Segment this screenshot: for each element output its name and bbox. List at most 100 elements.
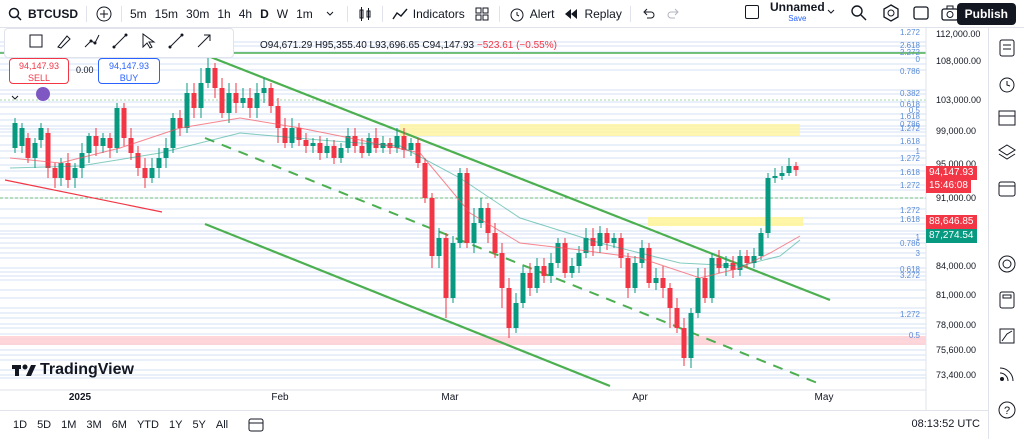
candles-icon [356, 5, 374, 23]
data-source-icon[interactable] [36, 87, 50, 101]
tradingview-logo: TradingView [12, 361, 134, 379]
indicators-button[interactable]: Indicators [387, 3, 469, 25]
collapse-legend-button[interactable] [10, 90, 20, 108]
line-tool-icon[interactable] [167, 32, 185, 55]
buy-price: 94,147.93 [108, 61, 150, 71]
range-ytd[interactable]: YTD [136, 419, 159, 431]
fib-label: 1.618 [900, 137, 921, 146]
ma-fast-tag: 88,646.85 [926, 215, 977, 229]
interval-d[interactable]: D [260, 6, 269, 21]
range-5y[interactable]: 5Y [192, 419, 206, 431]
calendar-icon [248, 418, 264, 431]
candle-body [12, 123, 18, 148]
price-tick: 81,000.00 [936, 290, 976, 300]
range-3m[interactable]: 3M [86, 419, 102, 431]
watchlist-button[interactable] [997, 38, 1017, 58]
range-1d[interactable]: 1D [13, 419, 28, 431]
chart-type-button[interactable] [352, 3, 378, 25]
candle-body [114, 108, 120, 148]
candle-body [128, 138, 134, 153]
top-toolbar: BTCUSD 5m 15m 30m 1h 4h D W 1m Indicator… [0, 0, 1024, 28]
price-chart[interactable]: 112,000.00 108,000.00 103,000.00 99,000.00 9… [0, 28, 988, 410]
settings-button[interactable] [882, 4, 900, 25]
alert-button[interactable]: Alert [504, 3, 559, 25]
path-tool-icon[interactable] [83, 32, 101, 55]
alerts-button[interactable] [997, 74, 1017, 94]
target-button[interactable] [997, 254, 1017, 274]
candle-body [359, 146, 365, 153]
calendar-icon [998, 181, 1016, 197]
candle-body [667, 288, 673, 308]
layout-name-button[interactable]: Unnamed Save [770, 1, 825, 24]
candle-body [226, 93, 232, 113]
undo-icon [639, 5, 657, 23]
fullscreen-button[interactable] [912, 4, 930, 25]
interval-1h[interactable]: 1h [217, 6, 231, 21]
arrow-tool-icon[interactable] [195, 32, 213, 55]
buy-button[interactable]: 94,147.93 BUY [98, 58, 160, 84]
support-zone [648, 217, 803, 226]
ma-slow-line [9, 132, 801, 267]
pine-button[interactable] [997, 326, 1017, 346]
interval-5m[interactable]: 5m [130, 6, 147, 21]
range-1m[interactable]: 1M [61, 419, 77, 431]
goto-date-button[interactable] [247, 415, 265, 436]
trend-line-tool-icon[interactable] [111, 32, 129, 55]
interval-4h[interactable]: 4h [238, 6, 253, 21]
interval-1m[interactable]: 1m [296, 6, 313, 21]
calculator-button[interactable] [997, 290, 1017, 310]
replay-button[interactable]: Replay [558, 3, 625, 25]
candle-body [338, 148, 344, 158]
broadcast-icon [999, 367, 1014, 382]
candle-body [730, 263, 736, 270]
compare-button[interactable] [91, 3, 117, 25]
layers-button[interactable] [997, 142, 1017, 162]
fib-label: 0.786 [900, 67, 921, 76]
current-price: 94,147.93 [929, 167, 974, 178]
clock[interactable]: 08:13:52 UTC [911, 418, 980, 430]
range-6m[interactable]: 6M [111, 419, 127, 431]
quick-search-button[interactable] [850, 4, 868, 25]
price-tick: 108,000.00 [936, 56, 981, 66]
range-5d[interactable]: 5D [37, 419, 52, 431]
stream-button[interactable] [997, 364, 1017, 384]
candle-body [590, 238, 596, 246]
price-tick: 103,000.00 [936, 95, 981, 105]
layout-checkbox[interactable] [745, 5, 759, 19]
open-value: O94,671.29 [260, 40, 313, 51]
help-button[interactable]: ? [997, 400, 1017, 420]
table-icon [998, 110, 1016, 126]
brush-tool-icon[interactable] [55, 32, 73, 55]
layouts-button[interactable] [469, 3, 495, 25]
candle-body [219, 88, 225, 113]
interval-w[interactable]: W [276, 6, 289, 21]
symbol-search[interactable]: BTCUSD [0, 3, 82, 25]
replay-label: Replay [584, 6, 622, 21]
layout-save-status: Save [788, 14, 807, 23]
fib-label: 1.618 [900, 168, 921, 177]
alarm-clock-icon [508, 5, 526, 23]
chart-area[interactable]: 112,000.00 108,000.00 103,000.00 99,000.00 9… [0, 28, 988, 410]
interval-30m[interactable]: 30m [186, 6, 210, 21]
undo-button[interactable] [635, 3, 661, 25]
rectangle-tool-icon[interactable] [27, 32, 45, 55]
sell-button[interactable]: 94,147.93 SELL [9, 58, 69, 84]
interval-dropdown[interactable] [317, 3, 343, 25]
candle-body [443, 238, 449, 298]
interval-15m[interactable]: 15m [154, 6, 179, 21]
publish-button[interactable]: Publish [956, 3, 1016, 25]
range-all[interactable]: All [215, 419, 229, 431]
range-1y[interactable]: 1Y [168, 419, 183, 431]
candle-body [688, 313, 694, 358]
data-window-button[interactable] [997, 108, 1017, 128]
calendar-button[interactable] [997, 178, 1017, 198]
red-zone [0, 336, 926, 345]
candle-body [198, 83, 204, 108]
high-value: H95,355.40 [315, 40, 367, 51]
candle-body [324, 146, 330, 153]
price-tick: 95,000.00 [936, 159, 976, 169]
fib-label: 1.272 [900, 206, 921, 215]
layout-chevron[interactable] [826, 6, 836, 20]
cursor-tool-icon[interactable] [139, 32, 157, 55]
redo-button[interactable] [661, 3, 687, 25]
